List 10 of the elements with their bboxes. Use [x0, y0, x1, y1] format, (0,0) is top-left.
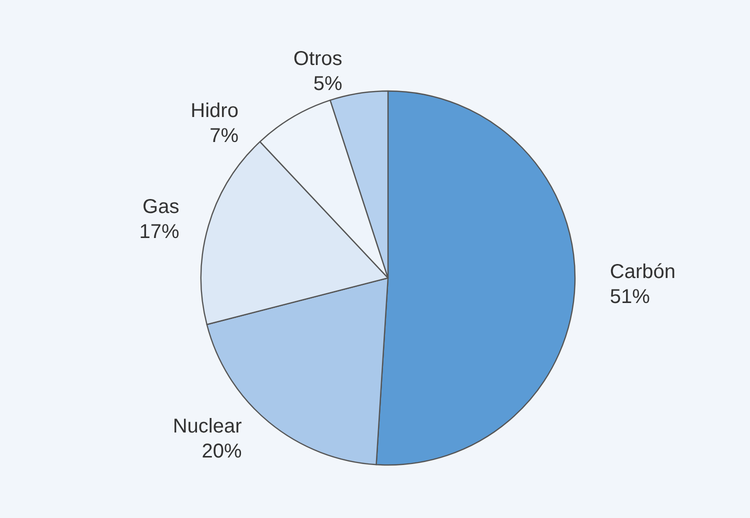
slice-label: Gas: [142, 196, 180, 218]
slice-label: Hidro: [190, 100, 238, 122]
data-label: 5%: [313, 73, 343, 96]
slice-label: Nuclear: [172, 416, 242, 438]
data-label: 17%: [139, 221, 180, 244]
data-label: 20%: [202, 440, 242, 463]
data-label: 7%: [210, 125, 239, 148]
slice-label: Carbón: [610, 261, 676, 284]
slice-label: Otros: [293, 48, 342, 70]
data-label: 51%: [610, 286, 650, 308]
